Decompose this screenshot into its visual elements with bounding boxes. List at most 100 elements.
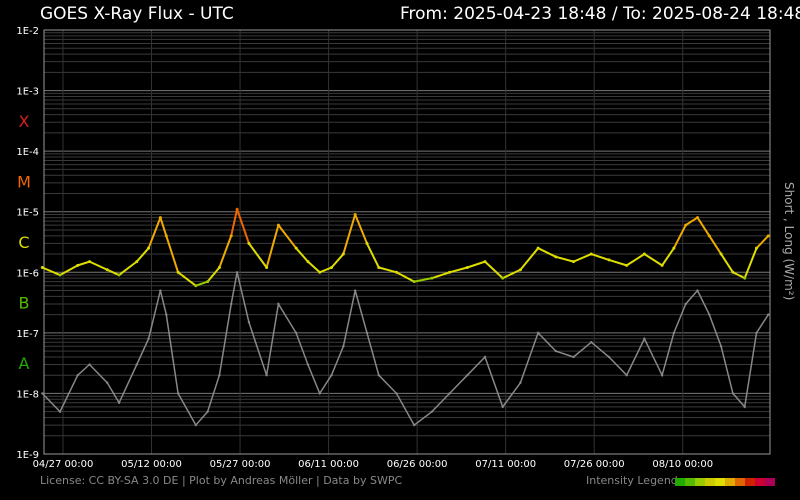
series-short-point xyxy=(365,331,369,335)
series-short-point xyxy=(448,392,451,395)
series-long-point xyxy=(642,252,646,256)
series-short-point xyxy=(684,302,687,306)
series-long-segment xyxy=(277,224,297,249)
series-long-point xyxy=(607,258,611,262)
series-long-point xyxy=(276,223,280,227)
series-short-point xyxy=(106,381,109,384)
series-short-line xyxy=(41,272,769,427)
series-long-segment xyxy=(555,255,574,263)
plot-frame xyxy=(43,29,771,455)
series-long-segment xyxy=(159,217,168,237)
series-long-point xyxy=(554,255,558,259)
series-short-point xyxy=(643,337,646,340)
series-long-point xyxy=(483,260,487,264)
x-tick-label: 06/26 00:00 xyxy=(387,459,448,470)
series-short-point xyxy=(277,302,280,306)
series-short-point xyxy=(660,373,664,377)
legend-swatch xyxy=(715,478,725,486)
series-long-segment xyxy=(413,277,433,283)
y-tick-label: 1E-6 xyxy=(16,268,39,279)
series-long-point xyxy=(147,246,151,250)
series-short-point xyxy=(230,302,233,306)
series-long-point xyxy=(294,246,298,250)
series-long-point xyxy=(58,273,62,277)
series-short-point xyxy=(536,331,540,335)
x-tick-label: 08/10 00:00 xyxy=(652,459,713,470)
series-short-point xyxy=(76,373,79,377)
legend-swatch xyxy=(685,478,695,486)
series-long-point xyxy=(265,265,269,269)
series-long-segment xyxy=(295,247,309,263)
series-long-segment xyxy=(230,208,239,237)
series-long-point xyxy=(341,252,345,256)
x-tick-label: 05/27 00:00 xyxy=(210,459,271,470)
series-long-point xyxy=(164,234,168,238)
flare-class-label: C xyxy=(18,233,29,252)
series-short-point xyxy=(147,337,150,340)
series-short-point xyxy=(625,373,628,377)
series-long-point xyxy=(235,207,239,211)
series-long-segment xyxy=(484,260,504,279)
series-long-segment xyxy=(89,260,108,271)
series-long-point xyxy=(194,284,198,288)
flare-class-label: A xyxy=(19,354,30,373)
intensity-legend-bar xyxy=(675,478,775,486)
x-tick-label: 05/12 00:00 xyxy=(121,459,182,470)
legend-swatch xyxy=(675,478,685,486)
series-long-segment xyxy=(118,260,138,276)
series-short-point xyxy=(218,373,221,377)
series-short-point xyxy=(342,345,345,348)
series-long-segment xyxy=(330,253,345,269)
series-long-point xyxy=(743,276,747,280)
series-short-point xyxy=(165,313,168,316)
series-long-point xyxy=(135,260,139,264)
series-long-point xyxy=(536,246,540,250)
series-long-point xyxy=(117,273,121,277)
flare-class-label: B xyxy=(19,294,30,313)
series-long-segment xyxy=(165,235,180,273)
date-range: From: 2025-04-23 18:48 / To: 2025-08-24 … xyxy=(400,4,800,24)
series-long-point xyxy=(731,270,735,274)
series-long-segment xyxy=(136,247,150,263)
series-long-segment xyxy=(685,216,699,226)
legend-swatch xyxy=(755,478,765,486)
series-long-point xyxy=(88,260,92,264)
series-long-point xyxy=(625,263,629,267)
series-long-point xyxy=(105,268,109,272)
series-long-segment xyxy=(218,235,233,268)
series-long-point xyxy=(719,252,723,256)
y-tick-label: 1E-9 xyxy=(16,450,39,461)
series-long-segment xyxy=(396,271,415,283)
x-tick-label: 04/27 00:00 xyxy=(33,459,94,470)
series-short-point xyxy=(395,392,398,395)
series-long-segment xyxy=(755,235,770,249)
series-long-segment xyxy=(307,260,321,274)
series-long-point xyxy=(501,276,505,280)
series-long-point xyxy=(672,246,676,250)
series-long-segment xyxy=(177,271,197,287)
series-short-point xyxy=(294,331,298,335)
series-short-point xyxy=(708,313,711,316)
series-short-point xyxy=(377,373,380,377)
series-short-point xyxy=(743,405,746,409)
series-short-point xyxy=(519,381,522,384)
series-short-point xyxy=(412,423,416,427)
series-long-segment xyxy=(248,242,268,269)
series-long-point xyxy=(695,216,699,220)
series-short-point xyxy=(88,363,91,366)
series-long-segment xyxy=(206,266,221,283)
series-short-point xyxy=(672,331,676,335)
series-short-point xyxy=(235,271,239,274)
series-long-point xyxy=(518,268,522,272)
series-long-segment xyxy=(59,264,79,276)
series-long-segment xyxy=(519,247,539,271)
series-long-point xyxy=(217,265,221,269)
legend-label: Intensity Legend xyxy=(586,474,678,487)
series-short-point xyxy=(755,331,758,335)
series-short-point xyxy=(247,320,251,324)
series-short-point xyxy=(483,355,487,359)
legend-swatch xyxy=(695,478,705,486)
series-long-segment xyxy=(608,258,627,267)
series-long-point xyxy=(412,280,416,284)
series-long-segment xyxy=(708,235,722,255)
